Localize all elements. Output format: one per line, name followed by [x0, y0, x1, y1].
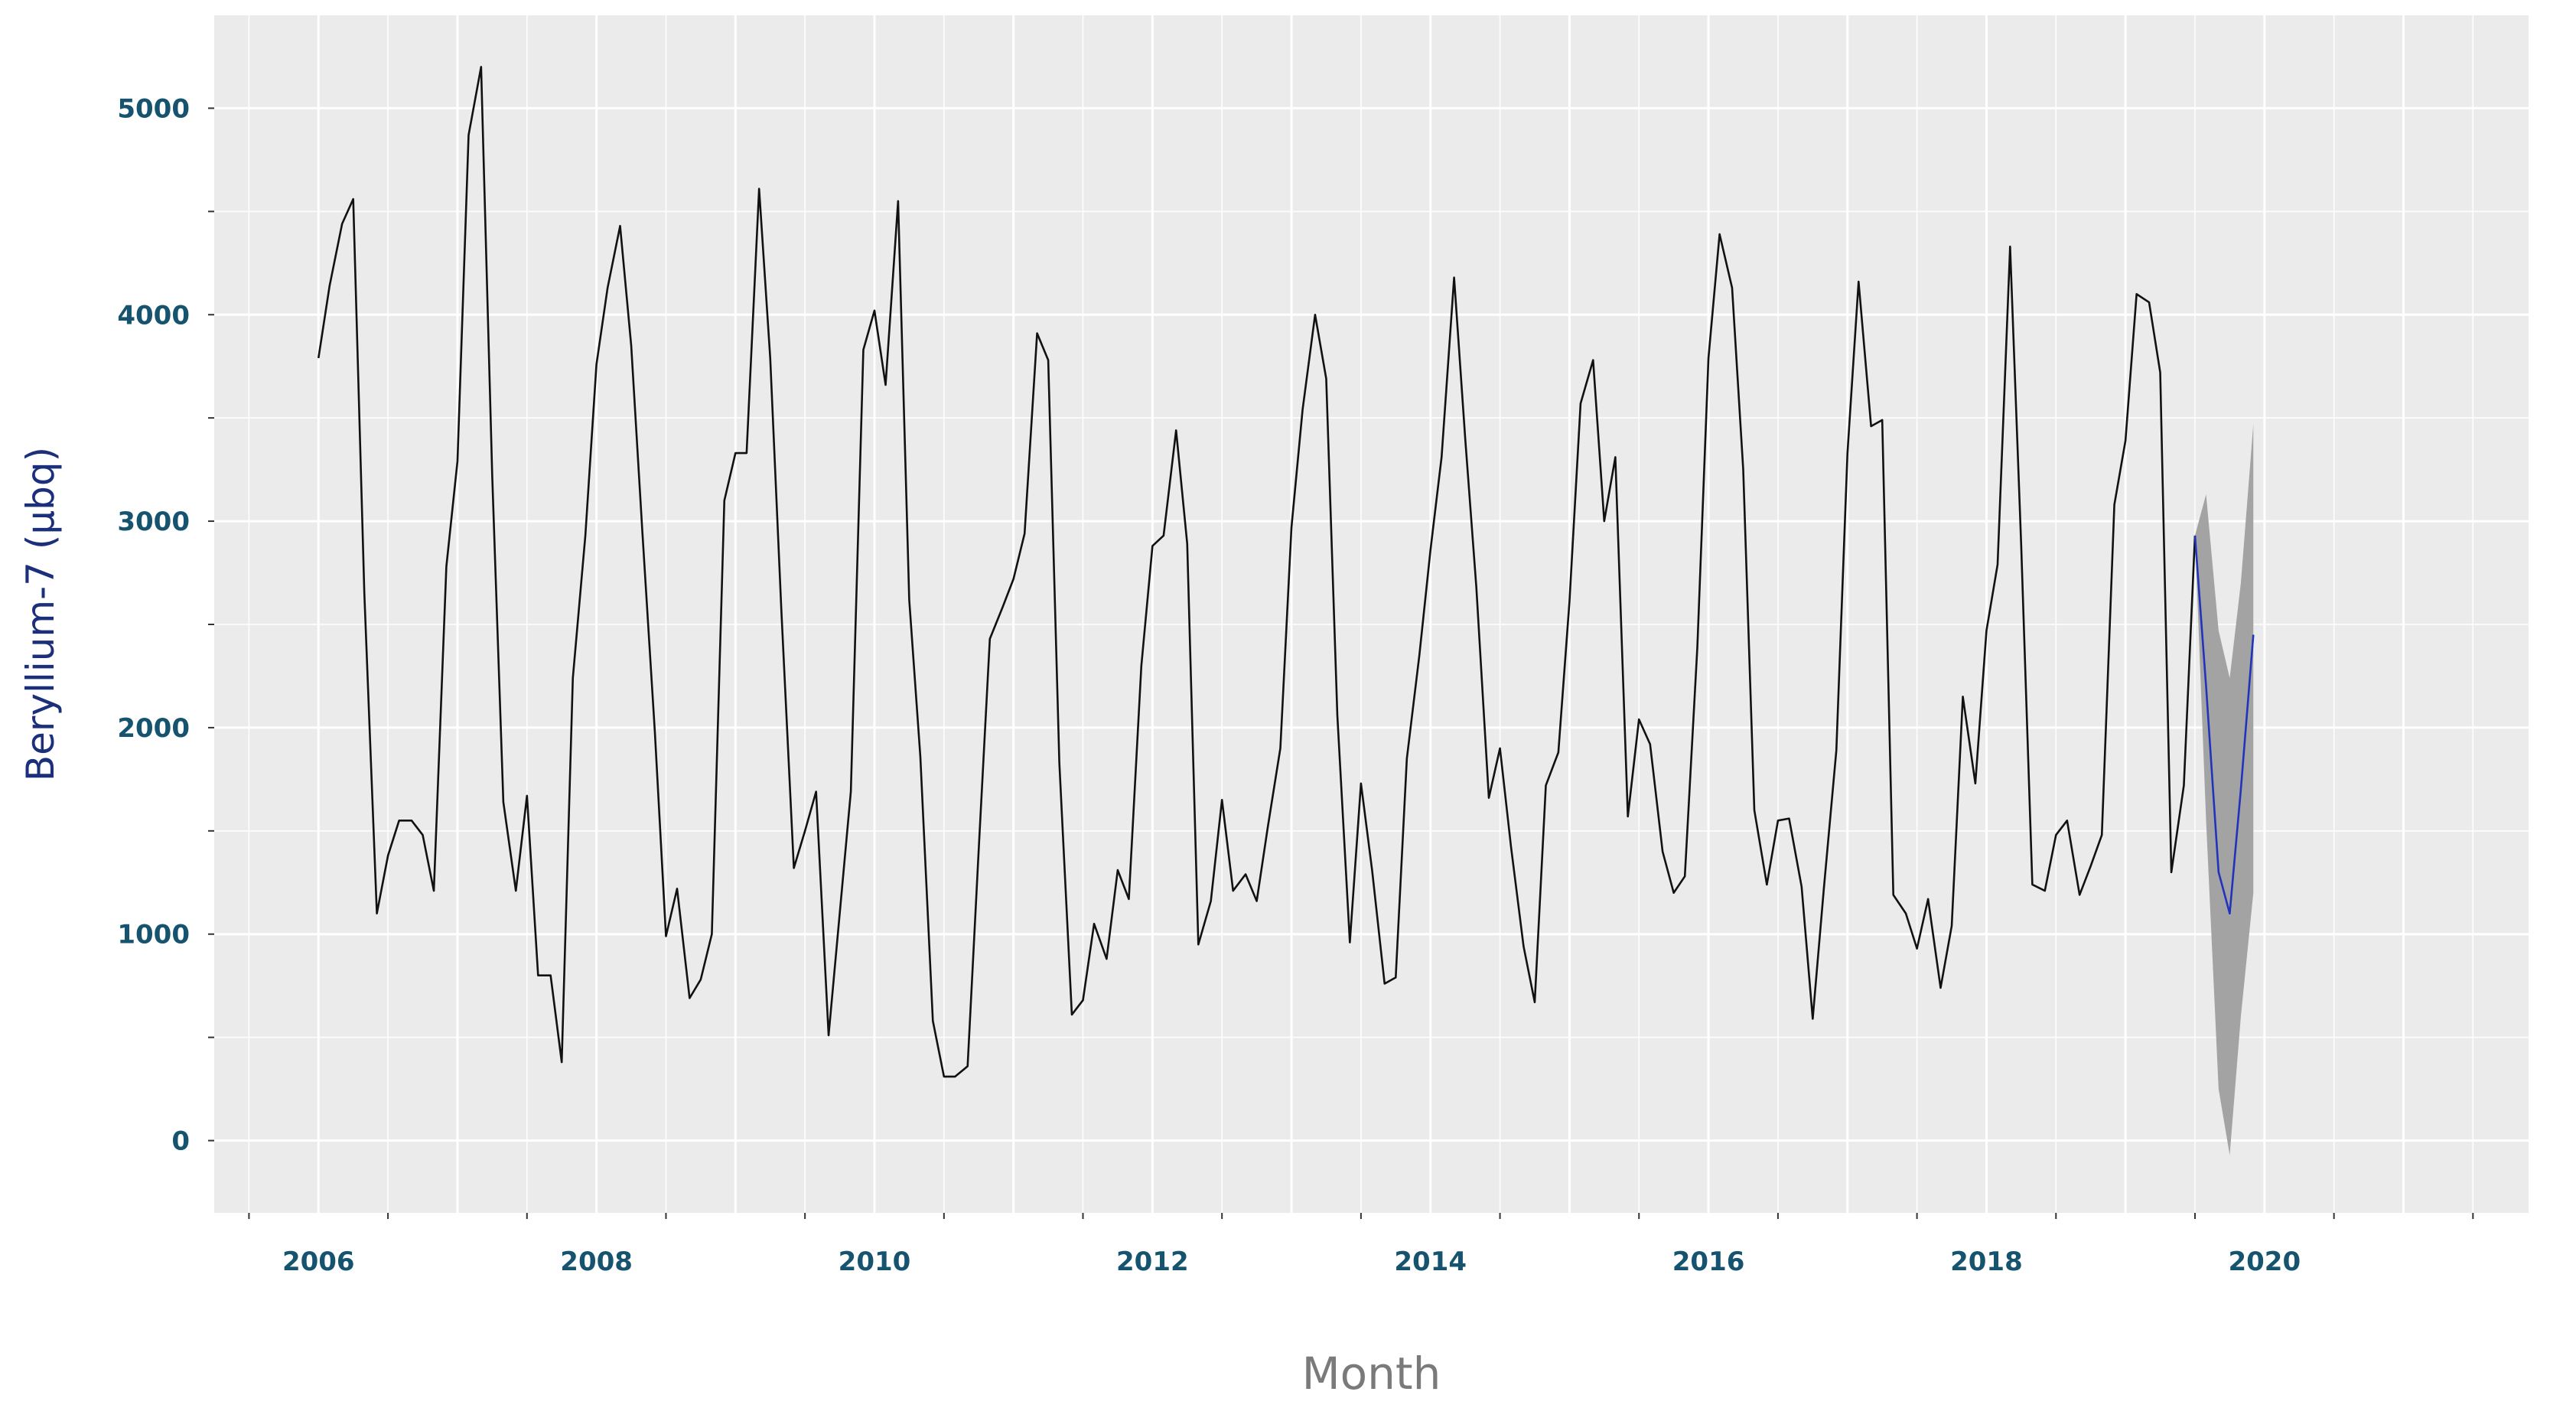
x-tick-label: 2008 — [560, 1247, 633, 1277]
x-axis: 2006 2008 2010 2012 2014 2016 2018 2020 — [248, 1213, 2474, 1277]
y-tick-label: 0 — [171, 1126, 190, 1157]
forecast-interval — [2194, 424, 2254, 1155]
forecast-line — [2193, 535, 2255, 915]
x-axis-title: Month — [1302, 1348, 1441, 1400]
y-tick-label: 5000 — [117, 93, 190, 124]
y-tick-label: 1000 — [117, 920, 190, 950]
series-lines — [317, 66, 2255, 1078]
x-tick-label: 2012 — [1116, 1247, 1189, 1277]
x-tick-label: 2010 — [839, 1247, 911, 1277]
y-tick-label: 4000 — [117, 300, 190, 331]
y-axis-title: Beryllium-7 (µbq) — [18, 447, 63, 781]
y-axis: 0 1000 2000 3000 4000 5000 — [117, 93, 214, 1157]
forecast-interval-band — [2194, 424, 2254, 1155]
observed-line — [317, 66, 2197, 1078]
x-tick-label: 2016 — [1672, 1247, 1745, 1277]
y-tick-label: 2000 — [117, 713, 190, 744]
x-tick-label: 2018 — [1950, 1247, 2023, 1277]
x-tick-label: 2020 — [2228, 1247, 2301, 1277]
x-tick-label: 2006 — [282, 1247, 355, 1277]
plot-panel — [214, 15, 2529, 1213]
gridlines — [214, 15, 2529, 1213]
y-tick-label: 3000 — [117, 507, 190, 537]
x-tick-label: 2014 — [1394, 1247, 1467, 1277]
